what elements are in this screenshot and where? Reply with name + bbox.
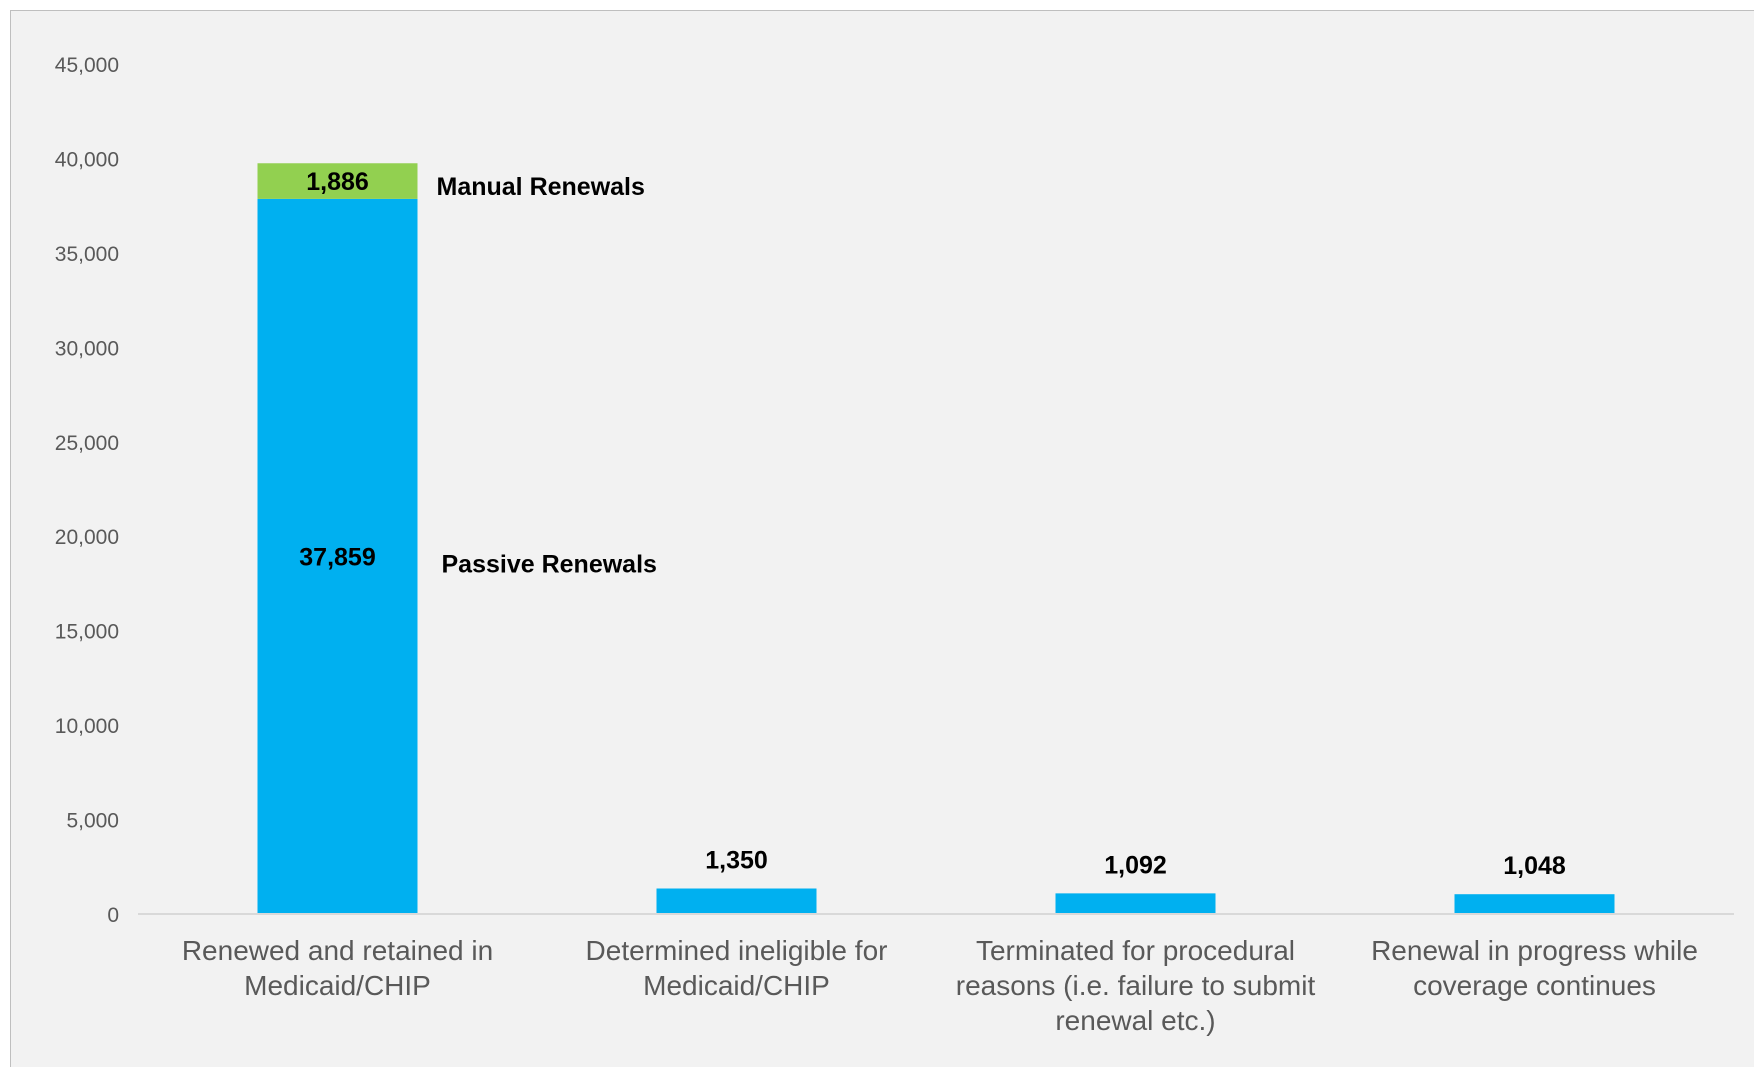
x-tick-label: Terminated for procedural reasons (i.e. f…	[956, 935, 1316, 1036]
data-label: 1,350	[705, 847, 768, 875]
x-tick-label-line: reasons (i.e. failure to submit	[956, 970, 1316, 1001]
bar-passive-renewals	[656, 888, 817, 914]
x-axis: Renewed and retained in Medicaid/CHIPDete…	[138, 913, 1734, 1036]
y-tick-label: 0	[107, 904, 119, 927]
y-tick-label: 15,000	[55, 621, 119, 644]
y-tick-label: 5,000	[66, 810, 119, 833]
x-tick-label-line: Medicaid/CHIP	[643, 970, 830, 1001]
bar-passive-renewals	[1454, 894, 1615, 914]
y-tick-label: 40,000	[55, 148, 119, 171]
bar-passive-renewals	[257, 198, 418, 914]
y-tick-label: 30,000	[55, 337, 119, 360]
x-tick-label-line: Determined ineligible for	[586, 935, 888, 966]
data-label: 1,886	[306, 168, 369, 196]
x-tick-label: Renewed and retained in Medicaid/CHIP	[182, 935, 493, 1001]
annotation-manual-renewals: Manual Renewals	[437, 173, 645, 201]
y-tick-label: 25,000	[55, 432, 119, 455]
x-tick-label-line: coverage continues	[1413, 970, 1656, 1001]
x-tick-label-line: Medicaid/CHIP	[244, 970, 431, 1001]
data-label: 1,092	[1104, 851, 1167, 879]
data-label: 37,859	[299, 543, 375, 571]
bar-manual-renewals	[257, 163, 418, 199]
x-tick-label-line: renewal etc.)	[1055, 1005, 1215, 1036]
x-tick-label: Determined ineligible for Medicaid/CHIP	[586, 935, 888, 1001]
series-annotations: Passive Renewals Manual Renewals	[437, 173, 657, 578]
x-tick-label-line: Renewal in progress while	[1371, 935, 1698, 966]
bar-passive-renewals	[1055, 893, 1216, 914]
y-tick-label: 10,000	[55, 715, 119, 738]
y-tick-label: 45,000	[55, 54, 119, 77]
annotation-passive-renewals: Passive Renewals	[442, 550, 657, 578]
x-tick-label-line: Terminated for procedural	[976, 935, 1295, 966]
y-tick-label: 20,000	[55, 526, 119, 549]
x-tick-label: Renewal in progress while coverage contin…	[1371, 935, 1698, 1001]
data-label: 1,048	[1503, 852, 1566, 880]
x-tick-label-line: Renewed and retained in	[182, 935, 493, 966]
value-labels: 37,859 1,350 1,092 1,048 1,886	[299, 168, 1566, 880]
y-axis: 0 5,000 10,000 15,000 20,000 25,000 30,000 35,0…	[55, 54, 119, 927]
y-tick-label: 35,000	[55, 243, 119, 266]
bars	[257, 163, 1615, 914]
